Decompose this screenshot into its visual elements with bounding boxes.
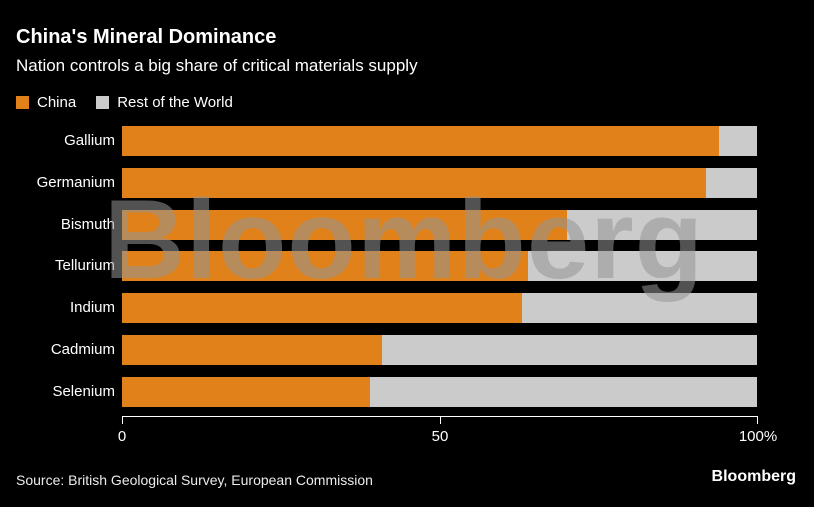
bar-segment-china <box>122 376 370 407</box>
bar-track <box>122 293 757 324</box>
bar-segment-china <box>122 251 529 282</box>
chart-row: Cadmium <box>0 335 757 366</box>
category-label: Indium <box>69 299 115 317</box>
chart-row: Indium <box>0 293 757 324</box>
legend: China Rest of the World <box>16 94 233 111</box>
legend-item-rest-of-world: Rest of the World <box>96 94 233 111</box>
china-swatch-icon <box>16 96 29 109</box>
bar-segment-rest-of-world <box>706 167 757 198</box>
chart-title: China's Mineral Dominance <box>16 26 277 48</box>
category-label: Gallium <box>64 132 115 149</box>
bar-track <box>122 335 757 366</box>
bar-track <box>122 251 757 282</box>
bar-segment-china <box>122 293 523 324</box>
bar-segment-china <box>122 126 719 156</box>
legend-label-china: China <box>37 94 77 111</box>
axis-tick-0 <box>122 417 123 424</box>
rest-of-world-swatch-icon <box>96 96 110 109</box>
bar-track <box>122 126 757 156</box>
axis-tick-50 <box>440 417 441 424</box>
axis-tick-100 <box>757 417 758 424</box>
legend-label-rest-of-world: Rest of the World <box>117 94 233 111</box>
bar-segment-rest-of-world <box>566 209 757 240</box>
category-label: Cadmium <box>50 341 115 359</box>
bar-track <box>122 209 757 240</box>
chart-row: Germanium <box>0 167 757 198</box>
source-text: Source: British Geological Survey, Europ… <box>16 472 373 488</box>
bar-segment-rest-of-world <box>522 293 757 324</box>
bar-chart-plot: Gallium Germanium Bismuth Tellurium Indium Ca… <box>0 126 757 407</box>
bar-segment-china <box>122 335 383 366</box>
bar-segment-rest-of-world <box>528 251 757 282</box>
bar-track <box>122 376 757 407</box>
chart-row: Gallium <box>0 126 757 156</box>
axis-tick-label-50: 50 <box>431 428 449 445</box>
category-label: Germanium <box>36 173 115 191</box>
legend-item-china: China <box>16 94 76 111</box>
category-label: Selenium <box>52 382 115 400</box>
bar-segment-china <box>122 167 707 198</box>
bar-track <box>122 167 757 198</box>
bar-segment-rest-of-world <box>369 376 757 407</box>
bloomberg-logo: Bloomberg <box>711 468 796 485</box>
bar-segment-rest-of-world <box>718 126 757 156</box>
axis-tick-label-100: 100% <box>738 428 778 445</box>
category-label: Tellurium <box>54 257 115 275</box>
bar-segment-china <box>122 209 567 240</box>
chart-row: Tellurium <box>0 251 757 282</box>
bar-segment-rest-of-world <box>382 335 757 366</box>
chart-row: Selenium <box>0 376 757 407</box>
category-label: Bismuth <box>60 215 115 233</box>
axis-tick-label-0: 0 <box>117 428 127 445</box>
chart-row: Bismuth <box>0 209 757 240</box>
x-axis: 0 50 100% <box>118 416 777 446</box>
chart-subtitle: Nation controls a big share of critical … <box>16 56 418 75</box>
